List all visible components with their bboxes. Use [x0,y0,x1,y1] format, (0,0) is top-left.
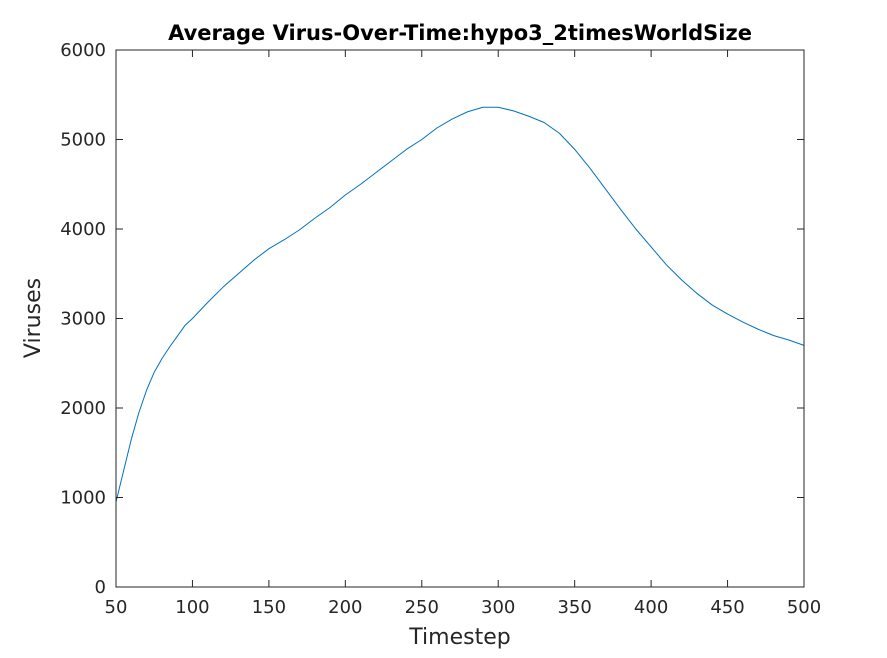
x-tick-label: 50 [105,597,128,618]
x-axis: 50 100 150 200 250 300 350 400 450 500 [105,50,821,618]
x-tick-label: 450 [710,597,744,618]
x-tick-label: 100 [175,597,209,618]
x-tick-label: 350 [557,597,591,618]
x-axis-label: Timestep [408,625,510,650]
x-tick-label: 250 [405,597,439,618]
plot-area [116,50,804,587]
y-tick-label: 5000 [60,130,106,151]
y-tick-label: 1000 [60,488,106,509]
x-tick-label: 300 [481,597,515,618]
y-axis-label: Viruses [21,278,46,358]
y-tick-label: 6000 [60,40,106,61]
x-tick-label: 400 [634,597,668,618]
y-tick-label: 0 [95,577,106,598]
series-line [115,106,805,503]
x-tick-label: 500 [787,597,821,618]
series-layer [115,106,805,503]
y-axis: 0 1000 2000 3000 4000 5000 6000 [60,40,804,598]
x-tick-label: 200 [328,597,362,618]
y-tick-label: 3000 [60,309,106,330]
y-tick-label: 2000 [60,398,106,419]
y-tick-label: 4000 [60,219,106,240]
chart-title: Average Virus-Over-Time:hypo3_2timesWorl… [168,21,752,45]
x-tick-label: 150 [252,597,286,618]
